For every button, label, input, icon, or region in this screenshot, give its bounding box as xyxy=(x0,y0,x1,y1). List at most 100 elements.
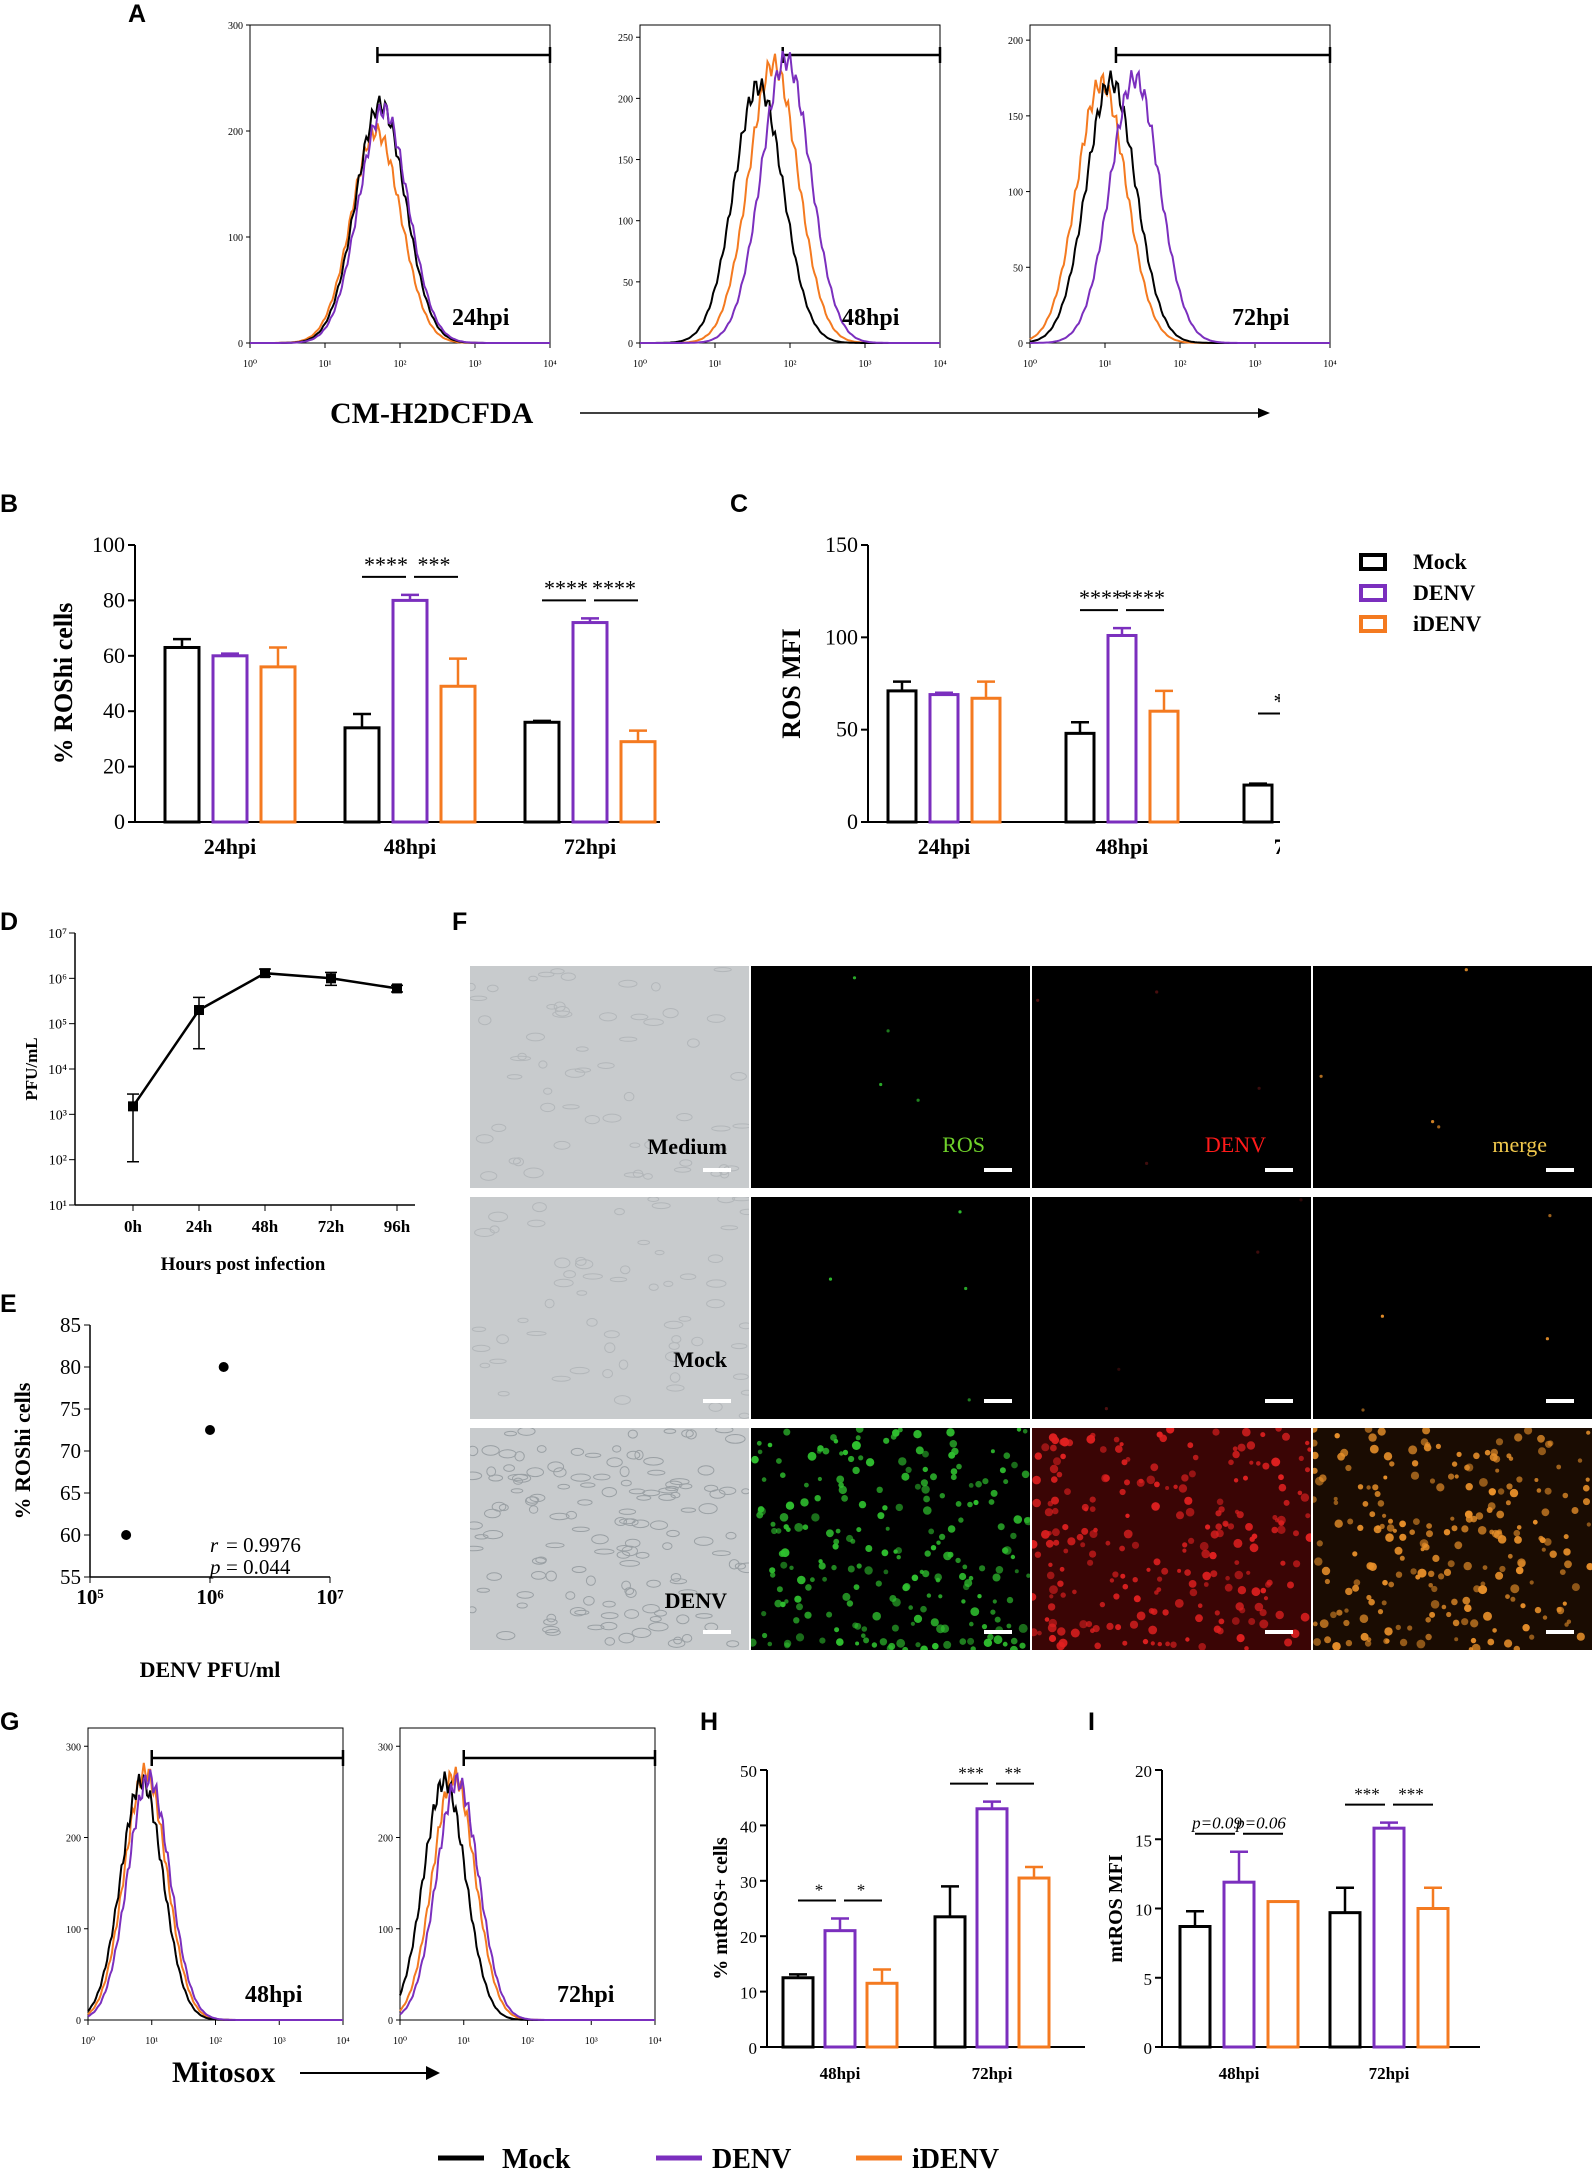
micrograph-dot-2-3-180 xyxy=(1332,1642,1341,1650)
micrograph-cell-1-47 xyxy=(663,1280,674,1288)
scale-bar xyxy=(984,1399,1012,1403)
micrograph-dot-2-1-155 xyxy=(1024,1516,1030,1526)
micrograph-cell-2-1 xyxy=(624,1538,641,1548)
micrograph-dot-2-3-128 xyxy=(1381,1600,1387,1606)
panel-e-ylabel: % ROShi cells xyxy=(10,1382,35,1519)
micrograph-dot-2-3-183 xyxy=(1451,1461,1458,1467)
micrograph-dot-2-2-78 xyxy=(1049,1594,1054,1599)
panel-e-point-0 xyxy=(121,1530,132,1540)
panel-h-ytick-label-1: 10 xyxy=(740,1984,757,2003)
micrograph-dot-2-2-214 xyxy=(1203,1582,1209,1587)
micrograph-dot-2-1-72 xyxy=(973,1499,979,1506)
micrograph-dot-2-1-178 xyxy=(858,1455,864,1461)
micrograph-cell-2-46 xyxy=(570,1447,585,1456)
micrograph-cell-1-11 xyxy=(553,1278,574,1288)
micrograph-dot-2-3-170 xyxy=(1429,1611,1436,1618)
micrograph-dot-2-2-0 xyxy=(1087,1559,1094,1566)
micrograph-dot-2-1-9 xyxy=(969,1621,974,1627)
hist-a-2-ytick-label-3: 150 xyxy=(1008,112,1023,123)
micrograph-dot-2-2-134 xyxy=(1260,1587,1267,1594)
micrograph-cell-2-41 xyxy=(665,1485,679,1492)
micrograph-dot-2-1-101 xyxy=(852,1466,860,1475)
micrograph-cell-2-124 xyxy=(470,1545,484,1552)
legend-swatch-idenv xyxy=(1359,615,1387,633)
micrograph-dot-2-2-169 xyxy=(1222,1520,1229,1527)
micrograph-dot-2-1-40 xyxy=(775,1528,782,1534)
panel-i-ytick-label-3: 15 xyxy=(1135,1831,1152,1850)
micrograph-cell-0-55 xyxy=(554,1006,571,1017)
micrograph-dot-2-1-158 xyxy=(920,1479,928,1487)
micrograph-dot-2-1-89 xyxy=(856,1563,862,1569)
micrograph-dot-2-2-43 xyxy=(1237,1586,1247,1595)
micrograph-dot-2-1-170 xyxy=(836,1640,841,1645)
panel-e-ytick-label-3: 70 xyxy=(60,1439,81,1463)
micrograph-dot-2-1-204 xyxy=(797,1575,806,1585)
hist-g-0-ytick-label-2: 200 xyxy=(66,1834,81,1845)
micrograph-cell-2-2 xyxy=(584,1452,602,1458)
micrograph-cell-2-45 xyxy=(621,1580,632,1591)
scale-bar xyxy=(1265,1399,1293,1403)
micrograph-cell-2-126 xyxy=(670,1491,681,1499)
micrograph-dot-2-2-144 xyxy=(1154,1481,1160,1488)
micrograph-dot-2-2-145 xyxy=(1123,1529,1133,1539)
micrograph-dot-2-3-72 xyxy=(1359,1614,1369,1623)
micrograph-dot-2-1-228 xyxy=(888,1642,896,1650)
micrograph-dot-2-1-48 xyxy=(831,1564,837,1571)
micrograph-dot-2-3-16 xyxy=(1454,1637,1459,1642)
micrograph-dot-2-1-21 xyxy=(962,1564,968,1570)
micrograph-cell-1-24 xyxy=(648,1283,659,1291)
micrograph-dot-2-1-143 xyxy=(936,1540,941,1545)
panel-h-bar-denv-0 xyxy=(823,1929,857,2049)
micrograph-cell-0-29 xyxy=(676,1113,693,1122)
micrograph-dot-2-3-190 xyxy=(1395,1624,1401,1631)
micrograph-dot-2-1-91 xyxy=(852,1622,859,1629)
micrograph-cell-2-88 xyxy=(612,1445,622,1453)
panel-g-svg: 0 100 200 300 10⁰ 10¹ 10² 10³ 10⁴ 48hpi 0 100 200 30… xyxy=(66,1727,662,2089)
micrograph-dot-2-3-55 xyxy=(1537,1434,1545,1443)
micrograph-dot-2-2-74 xyxy=(1188,1470,1196,1478)
micrograph-dot-0-1-0 xyxy=(852,976,857,980)
micrograph-dot-2-2-70 xyxy=(1115,1445,1123,1453)
panel-b-bar-denv-1 xyxy=(391,598,429,824)
hist-g-1-xtick-label-3: 10³ xyxy=(585,2036,598,2047)
micrograph-cell-2-35 xyxy=(529,1493,546,1503)
micrograph-dot-2-1-35 xyxy=(776,1586,783,1593)
micrograph-cell-1-30 xyxy=(678,1316,692,1322)
micrograph-cell-1-15 xyxy=(613,1395,631,1405)
hist-a-2-ytick-label-4: 200 xyxy=(1008,36,1023,47)
hist-g-1-ytick-label-0: 0 xyxy=(388,2016,393,2027)
micrograph-dot-1-3-0 xyxy=(1548,1214,1552,1218)
micrograph-dot-2-2-163 xyxy=(1259,1609,1267,1617)
micrograph-cell-1-10 xyxy=(731,1197,749,1202)
hist-g-0-xtick-label-2: 10² xyxy=(209,2036,222,2047)
micrograph-dot-2-2-52 xyxy=(1105,1540,1111,1546)
micrograph-cell-2-115 xyxy=(503,1464,515,1472)
micrograph-dot-2-2-48 xyxy=(1182,1542,1188,1548)
hist-g-0: 0 100 200 300 10⁰ 10¹ 10² 10³ 10⁴ 48hpi xyxy=(66,1727,350,2047)
micrograph-dot-2-3-7 xyxy=(1357,1524,1364,1531)
micrograph-cell-2-57 xyxy=(542,1625,560,1634)
micrograph-dot-2-1-166 xyxy=(949,1440,958,1448)
micrograph-dot-2-3-35 xyxy=(1541,1547,1546,1552)
micrograph-dot-2-3-63 xyxy=(1408,1445,1418,1455)
micrograph-cell-0-38 xyxy=(618,979,638,988)
micrograph-dot-2-3-83 xyxy=(1479,1478,1488,1487)
micrograph-cell-1-4 xyxy=(554,1257,571,1269)
micrograph-cell-2-58 xyxy=(646,1579,661,1588)
micrograph-cell-2-61 xyxy=(715,1428,734,1434)
panel-c-bar-idenv-1 xyxy=(1148,709,1180,824)
micrograph-cell-0-22 xyxy=(716,1146,727,1153)
micrograph-dot-2-2-61 xyxy=(1157,1641,1162,1647)
micrograph-dot-2-2-181 xyxy=(1300,1612,1310,1622)
micrograph-dot-2-1-62 xyxy=(956,1463,962,1470)
hist-g-0-ytick-label-0: 0 xyxy=(76,2016,81,2027)
micrograph-dot-2-1-148 xyxy=(964,1579,973,1588)
micrograph-dot-2-1-84 xyxy=(751,1638,757,1647)
panel-b-xlabel-0: 24hpi xyxy=(204,834,257,859)
micrograph-dot-2-3-218 xyxy=(1461,1618,1469,1626)
micrograph-dot-2-1-86 xyxy=(846,1534,854,1543)
micrograph-cell-2-48 xyxy=(476,1587,490,1593)
micrograph-dot-2-2-57 xyxy=(1212,1428,1220,1436)
micrograph-dot-2-1-160 xyxy=(841,1495,848,1502)
micrograph-dot-2-3-67 xyxy=(1571,1583,1580,1592)
